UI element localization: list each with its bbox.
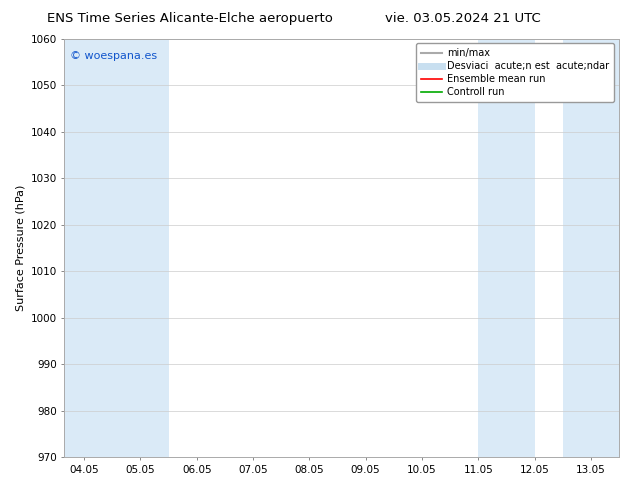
- Y-axis label: Surface Pressure (hPa): Surface Pressure (hPa): [15, 185, 25, 311]
- Text: © woespana.es: © woespana.es: [70, 51, 157, 61]
- Text: ENS Time Series Alicante-Elche aeropuerto: ENS Time Series Alicante-Elche aeropuert…: [48, 12, 333, 25]
- Bar: [478, 39, 534, 457]
- Bar: [112, 39, 169, 457]
- Legend: min/max, Desviaci  acute;n est  acute;ndar, Ensemble mean run, Controll run: min/max, Desviaci acute;n est acute;ndar…: [416, 44, 614, 102]
- Bar: [563, 39, 619, 457]
- Text: vie. 03.05.2024 21 UTC: vie. 03.05.2024 21 UTC: [385, 12, 541, 25]
- Bar: [65, 39, 112, 457]
